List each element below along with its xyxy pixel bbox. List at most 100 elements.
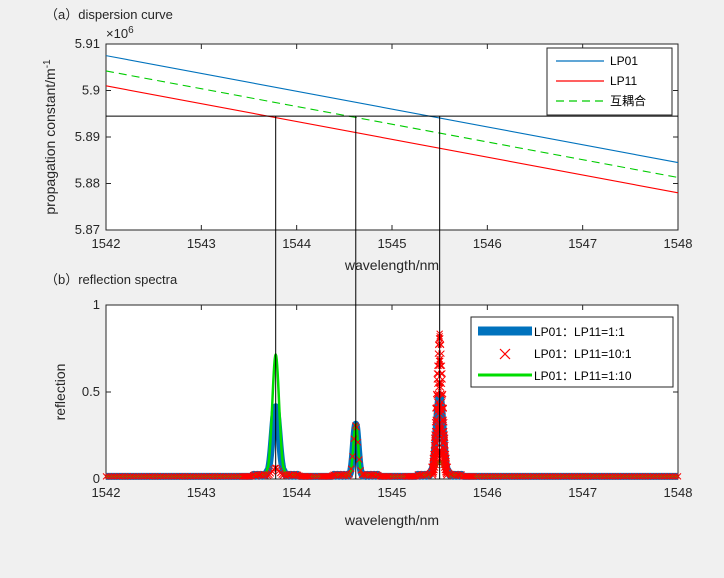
spectrum-marker: [208, 473, 216, 480]
spectrum-marker: [661, 473, 668, 480]
spectrum-marker: [639, 473, 646, 480]
panel-a-legend: LP01 LP11 互耦合: [546, 47, 673, 116]
spectrum-marker: [519, 473, 527, 480]
spectrum-marker: [211, 473, 219, 480]
spectrum-marker: [546, 473, 554, 480]
panel-b-xlabel: wavelength/nm: [344, 512, 439, 528]
spectrum-marker: [631, 473, 638, 480]
spectrum-marker: [227, 473, 235, 480]
spectrum-marker: [562, 473, 570, 480]
spectrum-marker: [530, 473, 537, 480]
spectrum-marker: [436, 335, 444, 342]
spectrum-marker: [658, 473, 666, 480]
spectrum-marker: [644, 473, 652, 480]
spectrum-marker: [582, 473, 589, 480]
spectrum-marker: [475, 473, 483, 480]
spectrum-marker: [233, 473, 241, 480]
spectrum-marker: [439, 392, 446, 399]
spectrum-marker: [636, 473, 644, 480]
panel-a-xtick-label: 1546: [473, 236, 502, 251]
spectrum-marker: [442, 452, 449, 460]
spectrum-marker: [124, 473, 132, 480]
spectrum-marker: [346, 470, 354, 478]
spectrum-marker: [628, 473, 636, 480]
spectrum-marker: [306, 473, 314, 480]
spectrum-marker: [524, 473, 532, 480]
legend-swatch-ratio-10-1: [499, 348, 511, 360]
spectrum-marker: [338, 471, 345, 479]
spectrum-marker: [666, 473, 674, 480]
spectrum-marker: [108, 473, 115, 480]
legend-label-coupled: 互耦合: [610, 93, 646, 108]
spectrum-marker: [467, 473, 475, 480]
spectrum-marker: [641, 473, 649, 480]
spectrum-marker: [633, 473, 641, 480]
legend-label-ratio-10-1: LP01：LP11=10:1: [534, 347, 632, 361]
spectrum-marker: [102, 473, 110, 480]
spectrum-marker: [388, 473, 396, 480]
spectrum-marker: [138, 473, 145, 480]
spectrum-marker: [443, 463, 450, 471]
spectrum-marker: [195, 473, 202, 480]
spectrum-marker: [503, 473, 510, 480]
spectrum-marker: [219, 473, 227, 480]
panel-a-xtick-labels: 1542 1543 1544 1545 1546 1547 1548: [92, 236, 693, 251]
spectrum-marker: [440, 418, 448, 426]
spectrum-marker: [347, 465, 355, 473]
spectrum-marker: [165, 473, 173, 480]
spectrum-marker: [441, 431, 449, 438]
panel-b-xtick-label: 1542: [92, 485, 121, 500]
spectrum-marker: [432, 390, 440, 398]
spectrum-marker: [584, 473, 592, 480]
spectrum-marker: [497, 473, 505, 480]
spectrum-marker: [500, 473, 508, 480]
panel-a-series: [105, 55, 679, 194]
spectrum-marker: [652, 473, 660, 480]
panel-a-title: （a）dispersion curve: [45, 7, 173, 22]
panel-b-xtick-label: 1545: [378, 485, 407, 500]
spectrum-marker: [571, 473, 578, 480]
dispersion-line-1: [105, 55, 679, 164]
spectrum-marker: [513, 473, 521, 480]
spectrum-marker: [154, 473, 162, 480]
panel-a-ytick-label: 5.91: [75, 36, 100, 51]
spectrum-marker: [187, 473, 194, 480]
spectrum-marker: [309, 473, 317, 480]
spectrum-marker: [478, 473, 486, 480]
spectrum-marker: [129, 473, 137, 480]
spectrum-marker: [176, 473, 183, 480]
spectrum-marker: [443, 472, 450, 479]
spectrum-marker: [192, 473, 200, 480]
spectrum-marker: [396, 473, 404, 480]
spectrum-marker: [598, 473, 606, 480]
spectrum-marker: [647, 473, 655, 480]
dispersion-line-2: [105, 85, 679, 194]
spectrum-marker: [590, 473, 597, 480]
spectrum-marker: [538, 473, 546, 480]
panel-b-ytick-label: 0: [93, 471, 100, 486]
spectrum-marker: [625, 473, 633, 480]
spectrum-marker: [394, 473, 401, 480]
spectrum-marker: [159, 473, 167, 480]
panel-b-xtick-labels: 1542 1543 1544 1545 1546 1547 1548: [92, 485, 693, 500]
spectrum-marker: [568, 473, 576, 480]
spectrum-marker: [655, 473, 663, 480]
spectrum-marker: [565, 473, 573, 480]
panel-a-xtick-label: 1548: [664, 236, 693, 251]
spectrum-marker: [601, 473, 608, 480]
spectrum-marker: [200, 473, 208, 480]
panel-a-xlabel: wavelength/nm: [344, 257, 439, 273]
spectrum-marker: [203, 473, 211, 480]
spectrum-marker: [157, 473, 164, 480]
spectrum-marker: [431, 466, 438, 474]
spectrum-marker: [473, 473, 480, 480]
panel-b-xtick-label: 1548: [664, 485, 693, 500]
spectrum-marker: [669, 473, 676, 480]
panel-a-xtick-label: 1547: [568, 236, 597, 251]
guide-lines: [106, 115, 678, 479]
spectrum-marker: [533, 473, 540, 480]
panel-b-ytick-label: 1: [93, 297, 100, 312]
spectrum-marker: [443, 469, 450, 476]
spectrum-marker: [592, 473, 600, 480]
spectrum-marker: [173, 473, 181, 480]
